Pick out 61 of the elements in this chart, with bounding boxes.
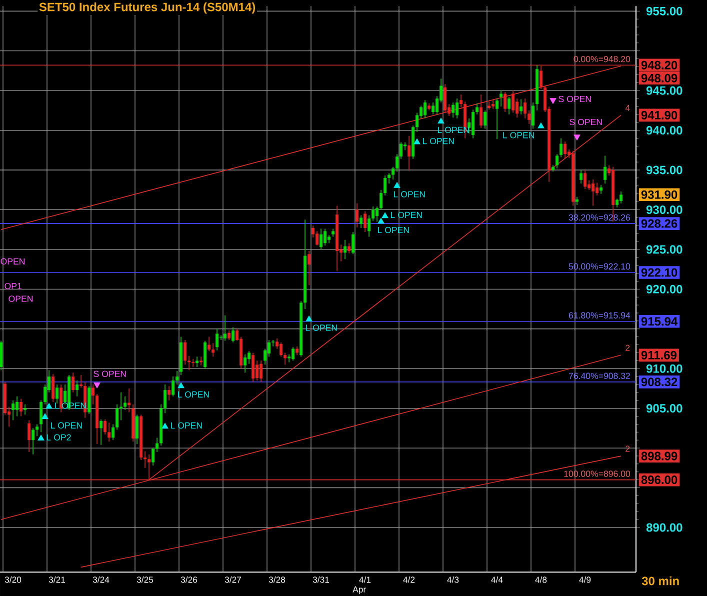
chart-title: SET50 Index Futures Jun-14 (S50M14) [39,2,256,14]
x-tick-label: 3/20 [4,576,22,583]
annotation: OPEN [0,258,25,265]
ref-line-label: 0.00%=948.20 [574,56,630,62]
x-tick-label: 4/1 [359,576,371,583]
y-tick-label: 890.00 [646,523,682,532]
y-tick-label: 955.00 [646,6,682,16]
y-tick-label: 940.00 [646,126,682,135]
x-tick-label: 4/8 [535,576,547,583]
data-label: L OP2 [47,434,71,440]
x-tick-label: 4/9 [579,576,591,583]
data-label: L OPEN [378,226,409,234]
text: 915.94 [641,317,678,326]
text: 948.20 [641,60,678,70]
text: 941.90 [641,110,678,120]
x-tick-label: 3/31 [312,576,330,583]
y-tick-label: 945.00 [646,86,682,95]
x-tick-label: 4/2 [403,576,415,583]
y-tick-label: 920.00 [646,284,682,294]
annotation: OPEN [8,296,33,302]
text: 898.99 [641,452,678,460]
text: 948.09 [641,74,678,82]
data-label: L OPEN [394,191,425,198]
ref-line-label: 61.80%=915.94 [568,312,630,318]
ref-line-label: 76.40%=908.32 [568,372,630,380]
y-tick-label: 905.00 [646,404,682,413]
y-tick-label: 935.00 [646,166,682,174]
data-label: S OPEN [570,118,602,126]
data-label: L OPEN [503,132,534,138]
data-label: L OPEN [391,212,422,218]
text: 30 min [642,576,679,586]
text: 928.26 [641,219,678,228]
x-tick-label: 3/26 [180,576,198,583]
data-label: L OPEN [178,391,209,398]
text: 931.90 [641,190,678,199]
x-tick-label: 3/24 [92,576,110,583]
annotation: OP1 [4,282,22,290]
x-tick-label: 3/25 [136,576,154,583]
text: 911.69 [641,350,677,360]
text: Apr [352,586,366,594]
ref-line-label: 50.00%=922.10 [568,263,630,270]
x-tick-label: 3/21 [48,576,66,583]
y-tick-label: 925.00 [646,245,682,254]
text: 922.10 [641,268,678,277]
series-label: 2 [626,344,630,351]
series-label: 2 [626,446,630,452]
text: 908.32 [641,378,678,386]
data-label: S OPEN [94,370,126,377]
x-tick-label: 3/27 [224,576,241,583]
y-tick-label: 930.00 [646,205,682,214]
text: 896.00 [641,476,678,484]
x-tick-label: 3/28 [268,576,286,583]
series-label: 4 [625,104,630,111]
data-label: L OPEN [51,422,82,429]
data-label: L OPEN [423,138,454,144]
data-label: L OPEN [171,422,202,429]
x-tick-label: 4/3 [447,576,459,583]
x-tick-label: 4/4 [491,576,503,583]
ref-line-label: 100.00%=896.00 [564,470,630,477]
data-label: S OPEN [558,96,591,102]
y-tick-label: 910.00 [646,364,682,373]
